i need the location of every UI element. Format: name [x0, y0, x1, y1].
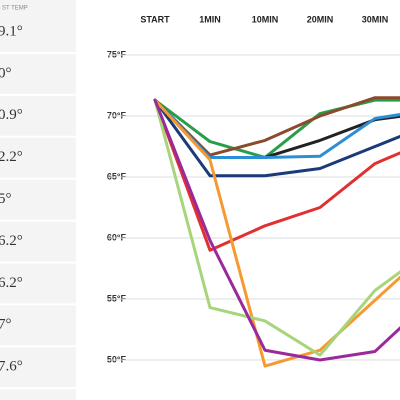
table-header: ST TEMP: [2, 6, 28, 12]
series-line: [153, 98, 400, 357]
series-line: [153, 98, 400, 252]
y-tick-label: 50°F: [107, 354, 127, 364]
x-tick-label: START: [140, 14, 170, 24]
x-tick-label: 10MIN: [252, 14, 279, 24]
y-tick-label: 70°F: [107, 110, 127, 120]
table-cell: 6.2°: [0, 233, 23, 249]
table-cell: 7°: [0, 317, 12, 333]
y-tick-label: 75°F: [107, 49, 127, 59]
table-cell: 5°: [0, 191, 12, 207]
y-tick-label: 65°F: [107, 171, 127, 181]
y-tick-label: 55°F: [107, 293, 127, 303]
x-tick-label: 1MIN: [199, 14, 221, 24]
table-cell: 2.2°: [0, 149, 23, 165]
series-line: [153, 98, 400, 178]
table-cell: 0.9°: [0, 107, 23, 123]
table-cell: 7.6°: [0, 359, 23, 375]
table-rows: 9.1° 0° 0.9° 2.2° 5° 6.2° 6.2° 7° 7.6°: [0, 23, 76, 390]
x-tick-label: 20MIN: [307, 14, 334, 24]
table-cell: 6.2°: [0, 275, 23, 291]
table-cell: 9.1°: [0, 23, 23, 39]
x-tick-label: 30MIN: [362, 14, 389, 24]
table-cell: 0°: [0, 65, 12, 81]
series-line: [153, 98, 400, 159]
table-panel: [0, 0, 76, 400]
y-tick-label: 60°F: [107, 232, 127, 242]
series-line: [153, 98, 400, 368]
chart: 50°F 55°F 60°F 65°F 70°F 75°F START 1MIN 10MIN 20…: [107, 14, 400, 368]
series-line: [153, 98, 400, 362]
